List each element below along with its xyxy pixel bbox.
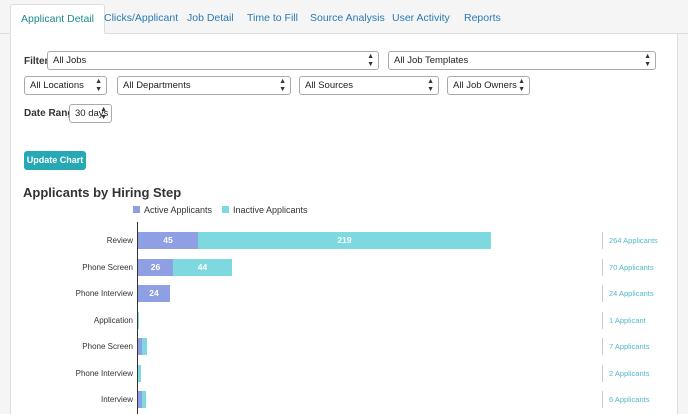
row-total-3: 1 Applicant — [602, 312, 646, 329]
bar-inactive-3[interactable] — [138, 312, 139, 329]
job-templates-select[interactable]: All Job Templates ▲ ▼ — [388, 51, 656, 70]
jobs-select-value: All Jobs — [53, 55, 87, 66]
category-label-phone-interview: Phone Interview — [75, 369, 133, 378]
category-label-review: Review — [106, 236, 133, 245]
legend-swatch-active — [133, 206, 140, 214]
category-label-phone-screen: Phone Screen — [82, 342, 133, 351]
bar-inactive-5[interactable] — [138, 365, 141, 382]
jobs-select[interactable]: All Jobs ▲ ▼ — [47, 51, 379, 70]
locations-select-value: All Locations — [30, 80, 84, 91]
sources-select[interactable]: All Sources ▲ ▼ — [299, 76, 439, 95]
select-arrows-icon: ▲ ▼ — [427, 78, 434, 93]
legend-inactive: Inactive Applicants — [222, 204, 308, 216]
tab-clicks-applicant[interactable]: Clicks/Applicant — [104, 12, 179, 24]
row-total-0: 264 Applicants — [602, 232, 658, 249]
date-range-label: Date Range: — [24, 108, 83, 119]
job-owners-select-value: All Job Owners — [453, 80, 517, 91]
category-label-application: Application — [93, 316, 133, 325]
tab-user-activity[interactable]: User Activity — [392, 12, 450, 24]
row-total-6: 6 Applicants — [602, 391, 649, 408]
bar-inactive-6[interactable] — [142, 391, 146, 408]
locations-select[interactable]: All Locations ▲ ▼ — [24, 76, 107, 95]
departments-select-value: All Departments — [123, 80, 191, 91]
legend-label-inactive: Inactive Applicants — [233, 205, 308, 215]
bar-active-1[interactable]: 26 — [138, 259, 173, 276]
select-arrows-icon: ▲ ▼ — [279, 78, 286, 93]
sources-select-value: All Sources — [305, 80, 354, 91]
legend-swatch-inactive — [222, 206, 229, 214]
chart-title: Applicants by Hiring Step — [23, 185, 182, 200]
tab-time-to-fill[interactable]: Time to Fill — [247, 12, 298, 24]
row-total-2: 24 Applicants — [602, 285, 654, 302]
legend-active: Active Applicants — [133, 204, 212, 216]
bar-active-2[interactable]: 24 — [138, 285, 170, 302]
tab-job-detail[interactable]: Job Detail — [187, 12, 234, 24]
bar-active-6[interactable] — [138, 391, 142, 408]
job-owners-select[interactable]: All Job Owners ▲ ▼ — [447, 76, 530, 95]
report-tabs: Applicant Detail Clicks/Applicant Job De… — [0, 0, 688, 34]
row-total-1: 70 Applicants — [602, 259, 654, 276]
select-arrows-icon: ▲ ▼ — [100, 106, 107, 121]
filter-label: Filter: — [24, 56, 52, 67]
tab-source-analysis[interactable]: Source Analysis — [310, 12, 385, 24]
departments-select[interactable]: All Departments ▲ ▼ — [117, 76, 291, 95]
row-total-4: 7 Applicants — [602, 338, 649, 355]
bar-active-0[interactable]: 45 — [138, 232, 198, 249]
category-label-interview: Interview — [100, 395, 133, 404]
bar-inactive-4[interactable] — [142, 338, 147, 355]
select-arrows-icon: ▲ ▼ — [367, 53, 374, 68]
category-label-phone-screen: Phone Screen — [82, 263, 133, 272]
category-label-phone-interview: Phone Interview — [75, 289, 133, 298]
bar-active-4[interactable] — [138, 338, 142, 355]
select-arrows-icon: ▲ ▼ — [518, 78, 525, 93]
tab-reports[interactable]: Reports — [464, 12, 501, 24]
chart-y-axis — [137, 222, 138, 414]
date-range-select-value: 30 days — [75, 108, 109, 119]
select-arrows-icon: ▲ ▼ — [95, 78, 102, 93]
update-chart-button[interactable]: Update Chart — [24, 151, 86, 170]
bar-inactive-1[interactable]: 44 — [173, 259, 232, 276]
legend-label-active: Active Applicants — [144, 205, 213, 215]
row-total-5: 2 Applicants — [602, 365, 649, 382]
report-panel: Filter: All Jobs ▲ ▼ All Job Templates ▲ ▼… — [10, 34, 678, 414]
tab-applicant-detail[interactable]: Applicant Detail — [10, 4, 105, 34]
bar-inactive-0[interactable]: 219 — [198, 232, 491, 249]
date-range-select[interactable]: 30 days ▲ ▼ — [69, 104, 112, 123]
select-arrows-icon: ▲ ▼ — [644, 53, 651, 68]
job-templates-select-value: All Job Templates — [394, 55, 469, 66]
